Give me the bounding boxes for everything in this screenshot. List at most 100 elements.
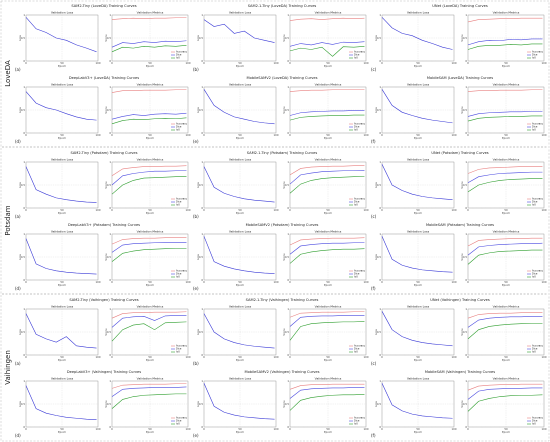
y-axis-label: Score bbox=[282, 106, 286, 114]
x-tick-label: 0 bbox=[289, 355, 291, 359]
x-tick-label: 50 bbox=[148, 427, 152, 431]
panel-label: (e) bbox=[193, 286, 199, 291]
y-tick-label: 0.5 bbox=[21, 36, 25, 40]
chart-title: Validation Loss bbox=[407, 230, 430, 234]
y-tick-label: 1 bbox=[465, 232, 467, 236]
metric-line bbox=[467, 115, 543, 122]
metric-line bbox=[111, 386, 187, 397]
y-axis-label: Loss bbox=[196, 35, 200, 41]
x-tick-label: 0 bbox=[381, 208, 383, 212]
y-tick-label: 1 bbox=[379, 307, 381, 311]
y-tick-label: 0.5 bbox=[21, 330, 25, 334]
x-axis-label: Epoch bbox=[146, 358, 154, 362]
y-tick-label: 0 bbox=[109, 59, 111, 63]
x-tick-label: 100 bbox=[452, 280, 457, 284]
x-tick-label: 50 bbox=[416, 355, 420, 359]
x-axis-label: Epoch bbox=[324, 136, 332, 140]
y-tick-label: 1 bbox=[109, 160, 111, 164]
metric-line bbox=[289, 110, 365, 116]
x-tick-label: 50 bbox=[60, 133, 64, 137]
legend-label: Accuracy bbox=[532, 51, 543, 54]
section-label: Potsdam bbox=[4, 205, 12, 235]
metric-line bbox=[111, 45, 187, 53]
y-tick-label: 0.5 bbox=[285, 108, 289, 112]
metric-line bbox=[111, 311, 187, 319]
x-tick-label: 100 bbox=[452, 355, 457, 359]
y-tick-label: 1 bbox=[23, 307, 25, 311]
chart-title: Validation Loss bbox=[229, 83, 252, 87]
y-tick-label: 0 bbox=[109, 206, 111, 210]
x-axis-label: Epoch bbox=[502, 211, 510, 215]
metric-line bbox=[111, 176, 187, 195]
y-tick-label: 1 bbox=[379, 232, 381, 236]
y-tick-label: 0.5 bbox=[463, 36, 467, 40]
x-tick-label: 0 bbox=[381, 427, 383, 431]
y-axis-label: Score bbox=[460, 253, 464, 261]
y-tick-label: 0.5 bbox=[377, 108, 381, 112]
metric-line bbox=[289, 169, 365, 185]
y-tick-label: 0 bbox=[23, 206, 25, 210]
y-tick-label: 0.5 bbox=[199, 183, 203, 187]
metric-line bbox=[289, 89, 365, 92]
loss-line bbox=[381, 164, 453, 201]
metric-line bbox=[111, 117, 187, 125]
x-tick-label: 50 bbox=[238, 133, 242, 137]
x-tick-label: 50 bbox=[148, 133, 152, 137]
legend-label: IoU bbox=[532, 204, 536, 207]
y-axis-label: Loss bbox=[196, 182, 200, 188]
x-tick-label: 100 bbox=[274, 355, 279, 359]
chart-title: Validation Metrics bbox=[137, 158, 164, 162]
y-tick-label: 1 bbox=[109, 379, 111, 383]
y-tick-label: 0 bbox=[109, 131, 111, 135]
x-tick-label: 50 bbox=[416, 427, 420, 431]
legend-label: Dice bbox=[354, 273, 360, 276]
metric-line bbox=[289, 387, 365, 399]
loss-line bbox=[381, 383, 453, 419]
chart-title: Validation Loss bbox=[51, 158, 74, 162]
x-tick-label: 0 bbox=[25, 280, 27, 284]
legend-label: Accuracy bbox=[176, 198, 187, 201]
chart-title: Validation Loss bbox=[51, 11, 74, 15]
loss-line bbox=[25, 91, 97, 121]
x-tick-label: 0 bbox=[289, 133, 291, 137]
legend-label: IoU bbox=[354, 423, 358, 426]
x-tick-label: 0 bbox=[381, 61, 383, 65]
chart-title: Validation Loss bbox=[407, 83, 430, 87]
x-tick-label: 50 bbox=[416, 208, 420, 212]
x-axis-label: Epoch bbox=[58, 136, 66, 140]
legend-label: Accuracy bbox=[354, 51, 365, 54]
chart-title: Validation Loss bbox=[51, 305, 74, 309]
x-tick-label: 50 bbox=[238, 427, 242, 431]
y-axis-label: Score bbox=[104, 181, 108, 189]
legend-label: IoU bbox=[176, 276, 180, 279]
y-tick-label: 0.5 bbox=[377, 330, 381, 334]
y-tick-label: 1 bbox=[287, 160, 289, 164]
x-tick-label: 0 bbox=[111, 61, 113, 65]
x-axis-label: Epoch bbox=[502, 283, 510, 287]
chart-title: Validation Loss bbox=[229, 230, 252, 234]
x-tick-label: 0 bbox=[203, 280, 205, 284]
x-axis-label: Epoch bbox=[146, 211, 154, 215]
x-tick-label: 0 bbox=[25, 355, 27, 359]
y-axis-label: Loss bbox=[196, 107, 200, 113]
legend-label: Accuracy bbox=[532, 345, 543, 348]
x-tick-label: 100 bbox=[96, 208, 101, 212]
y-tick-label: 0.5 bbox=[285, 183, 289, 187]
chart-title: Validation Metrics bbox=[493, 158, 520, 162]
x-axis-label: Epoch bbox=[414, 283, 422, 287]
x-tick-label: 100 bbox=[542, 280, 547, 284]
legend-label: Dice bbox=[532, 201, 538, 204]
metric-line bbox=[467, 17, 543, 23]
chart-title: Validation Loss bbox=[229, 305, 252, 309]
panel-title: SAM2-Tiny (Potsdam) Training Curves bbox=[70, 151, 137, 155]
metric-line bbox=[289, 45, 365, 57]
y-tick-label: 0 bbox=[287, 278, 289, 282]
x-tick-label: 0 bbox=[467, 355, 469, 359]
x-tick-label: 50 bbox=[504, 280, 508, 284]
y-tick-label: 0 bbox=[23, 425, 25, 429]
y-tick-label: 0.5 bbox=[463, 108, 467, 112]
x-tick-label: 100 bbox=[96, 427, 101, 431]
panel-label: (d) bbox=[15, 286, 21, 291]
x-axis-label: Epoch bbox=[324, 211, 332, 215]
y-tick-label: 1 bbox=[287, 85, 289, 89]
